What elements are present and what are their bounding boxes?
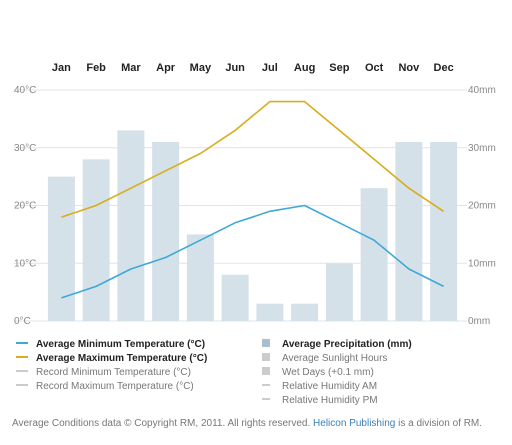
month-label: Sep <box>329 62 349 74</box>
month-label: Apr <box>156 62 176 74</box>
right-tick-label: 20mm <box>468 201 496 212</box>
legend-item-sunlight[interactable]: Average Sunlight Hours <box>262 352 387 366</box>
footer-suffix: is a division of RM. <box>398 418 483 429</box>
precipitation-bars <box>47 130 458 321</box>
legend-item-max-temp[interactable]: Average Maximum Temperature (°C) <box>16 352 207 366</box>
month-label: Nov <box>398 62 420 74</box>
left-tick-label: 30°C <box>14 143 36 154</box>
legend-label: Record Minimum Temperature (°C) <box>36 367 191 378</box>
legend-swatch <box>16 356 28 359</box>
precipitation-bar[interactable] <box>291 303 319 321</box>
climate-chart: Jan Feb Mar Apr May Jun Jul Aug Sep Oct Nov Dec 0°C… <box>14 62 496 327</box>
month-label: Dec <box>434 62 454 74</box>
precipitation-bar[interactable] <box>395 141 423 321</box>
month-label: May <box>190 62 212 74</box>
precipitation-bar[interactable] <box>430 141 458 321</box>
legend-item-record-max[interactable]: Record Maximum Temperature (°C) <box>16 380 194 394</box>
legend-item-humidity-pm[interactable]: Relative Humidity PM <box>262 394 378 408</box>
legend-label: Average Sunlight Hours <box>282 353 388 364</box>
precipitation-bar[interactable] <box>82 159 110 321</box>
precipitation-bar[interactable] <box>221 274 249 321</box>
legend-label: Relative Humidity AM <box>282 381 378 392</box>
month-label: Aug <box>294 62 315 74</box>
legend-item-humidity-am[interactable]: Relative Humidity AM <box>262 380 377 394</box>
month-label: Jan <box>52 62 71 74</box>
legend-swatch <box>262 367 270 376</box>
legend-label: Wet Days (+0.1 mm) <box>282 367 374 378</box>
right-tick-label: 40mm <box>468 85 496 96</box>
legend-swatch <box>262 384 270 387</box>
legend-item-min-temp[interactable]: Average Minimum Temperature (°C) <box>16 338 205 352</box>
month-label: Jul <box>262 62 278 74</box>
month-labels: Jan Feb Mar Apr May Jun Jul Aug Sep Oct Nov Dec <box>52 62 454 74</box>
legend-item-precipitation[interactable]: Average Precipitation (mm) <box>262 338 412 352</box>
left-tick-label: 10°C <box>14 258 36 269</box>
precipitation-bar[interactable] <box>117 130 145 321</box>
left-tick-label: 40°C <box>14 85 36 96</box>
legend-swatch <box>262 398 270 401</box>
precipitation-bar[interactable] <box>360 188 388 321</box>
month-label: Feb <box>86 62 106 74</box>
footer-text: Average Conditions data © Copyright RM, … <box>12 418 311 429</box>
right-axis-ticks: 0mm 10mm 20mm 30mm 40mm <box>468 85 496 327</box>
month-label: Mar <box>121 62 141 74</box>
legend-label: Average Precipitation (mm) <box>282 339 412 350</box>
temperature-lines <box>61 100 445 299</box>
legend-swatch <box>16 342 28 345</box>
precipitation-bar[interactable] <box>152 141 180 321</box>
legend-swatch <box>16 384 28 387</box>
month-label: Oct <box>365 62 384 74</box>
copyright-footer: Average Conditions data © Copyright RM, … <box>12 418 482 429</box>
month-label: Jun <box>225 62 245 74</box>
legend-swatch <box>16 370 28 373</box>
helicon-link[interactable]: Helicon Publishing <box>313 418 396 429</box>
left-axis-ticks: 0°C 10°C 20°C 30°C 40°C <box>14 85 36 327</box>
min-temp-line[interactable] <box>61 204 444 299</box>
legend: Average Minimum Temperature (°C) Average… <box>0 338 512 410</box>
left-tick-label: 20°C <box>14 201 36 212</box>
precipitation-bar[interactable] <box>47 176 75 321</box>
precipitation-bar[interactable] <box>186 234 214 321</box>
legend-label: Relative Humidity PM <box>282 395 378 406</box>
max-temp-line[interactable] <box>61 100 445 218</box>
right-tick-label: 0mm <box>468 316 490 327</box>
legend-swatch <box>262 353 270 362</box>
right-tick-label: 30mm <box>468 143 496 154</box>
precipitation-bar[interactable] <box>325 263 353 321</box>
legend-label: Average Maximum Temperature (°C) <box>36 353 208 364</box>
legend-swatch <box>262 339 270 348</box>
left-tick-label: 0°C <box>14 316 31 327</box>
legend-item-record-min[interactable]: Record Minimum Temperature (°C) <box>16 366 191 380</box>
legend-label: Average Minimum Temperature (°C) <box>36 339 206 350</box>
precipitation-bar[interactable] <box>256 303 284 321</box>
legend-item-wet-days[interactable]: Wet Days (+0.1 mm) <box>262 366 374 380</box>
right-tick-label: 10mm <box>468 258 496 269</box>
legend-label: Record Maximum Temperature (°C) <box>36 381 194 392</box>
